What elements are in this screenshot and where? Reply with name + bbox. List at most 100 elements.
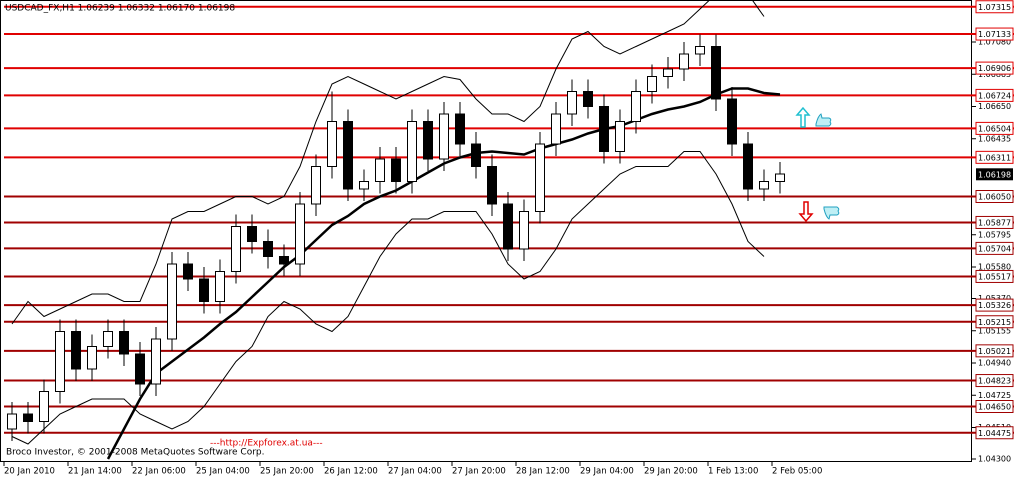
level-label-box xyxy=(975,344,1014,358)
level-label: 1.04823 xyxy=(978,377,1011,386)
watermark: Broco Investor, © 2001-2008 MetaQuotes S… xyxy=(6,448,265,458)
candle-body xyxy=(535,143,545,212)
candle-body xyxy=(551,113,561,145)
indicator-line xyxy=(11,151,765,445)
level-label: 1.05704 xyxy=(978,244,1011,253)
level-label-box xyxy=(975,88,1014,102)
candle-body xyxy=(183,263,193,280)
level-label-box xyxy=(975,241,1014,255)
candle-body xyxy=(391,158,401,182)
candle-body xyxy=(215,271,225,302)
axis: 1.070801.068651.066501.064351.057951.055… xyxy=(3,0,1014,477)
level-label-box xyxy=(975,150,1014,164)
candle-body xyxy=(135,353,145,385)
candle-body xyxy=(519,211,529,250)
candle-body xyxy=(55,331,65,392)
level-label: 1.04475 xyxy=(978,429,1011,438)
y-tick-label: 1.04300 xyxy=(978,455,1011,464)
candle-body xyxy=(663,68,673,77)
candle-body xyxy=(583,91,593,107)
level-label-box xyxy=(975,215,1014,229)
level-label-box xyxy=(975,426,1014,440)
candle-body xyxy=(263,241,273,257)
y-tick-label: 1.05155 xyxy=(978,326,1011,335)
candle-body xyxy=(455,113,465,145)
sell-signal-icon xyxy=(798,201,840,223)
x-tick-label: 29 Jan 04:00 xyxy=(580,467,634,477)
level-label-box xyxy=(975,61,1014,75)
level-label-box xyxy=(975,298,1014,312)
level-label: 1.05215 xyxy=(978,318,1011,327)
level-label: 1.05877 xyxy=(978,218,1011,227)
x-tick-label: 25 Jan 04:00 xyxy=(196,467,250,477)
candle-body xyxy=(679,53,689,70)
candle-body xyxy=(487,166,497,205)
level-label-box xyxy=(975,27,1014,41)
candle-body xyxy=(199,278,209,302)
level-label: 1.06906 xyxy=(978,64,1011,73)
level-label: 1.05517 xyxy=(978,272,1011,281)
candle-body xyxy=(423,121,433,160)
x-tick-label: 22 Jan 06:00 xyxy=(132,467,186,477)
y-tick-label: 1.06435 xyxy=(978,134,1011,143)
y-tick-label: 1.06650 xyxy=(978,102,1011,111)
candle-body xyxy=(727,98,737,145)
level-label-box xyxy=(975,121,1014,135)
y-tick-label: 1.05795 xyxy=(978,230,1011,239)
level-label: 1.06504 xyxy=(978,124,1011,133)
candle-body xyxy=(743,143,753,190)
candle-body xyxy=(631,91,641,122)
last-price-label: 1.06198 xyxy=(978,170,1011,179)
level-label: 1.06724 xyxy=(978,91,1011,100)
candle-body xyxy=(151,338,161,385)
y-tick-label: 1.07080 xyxy=(978,38,1011,47)
candle-body xyxy=(647,76,657,92)
level-label: 1.07315 xyxy=(978,3,1011,12)
candle-body xyxy=(311,166,321,205)
candles xyxy=(7,34,785,441)
x-tick-label: 29 Jan 20:00 xyxy=(644,467,698,477)
candle-body xyxy=(343,121,353,190)
candle-body xyxy=(295,203,305,265)
candle-body xyxy=(359,181,369,190)
candle-body xyxy=(759,181,769,190)
candle-body xyxy=(503,203,513,250)
x-tick-label: 20 Jan 2010 xyxy=(4,467,55,477)
indicator-line xyxy=(11,0,765,325)
candle-body xyxy=(103,331,113,347)
candle-body xyxy=(119,331,129,355)
candle-body xyxy=(711,46,721,100)
y-tick-label: 1.05580 xyxy=(978,263,1011,272)
candle-body xyxy=(39,391,49,422)
x-tick-label: 27 Jan 20:00 xyxy=(452,467,506,477)
candle-body xyxy=(567,91,577,115)
annotation: ---http://Expforex.at.ua--- xyxy=(210,439,323,449)
level-label: 1.05021 xyxy=(978,347,1011,356)
candle-body xyxy=(407,121,417,182)
x-tick-label: 26 Jan 12:00 xyxy=(324,467,378,477)
level-label: 1.05326 xyxy=(978,301,1011,310)
buy-signal-icon xyxy=(795,106,832,128)
candle-body xyxy=(775,173,785,182)
level-label-box xyxy=(975,400,1014,413)
candle-body xyxy=(7,413,17,430)
candle-body xyxy=(87,346,97,370)
level-label: 1.06311 xyxy=(978,153,1011,162)
y-tick-label: 1.04940 xyxy=(978,359,1011,368)
level-label: 1.04650 xyxy=(978,403,1011,412)
level-label: 1.06050 xyxy=(978,193,1011,202)
candle-body xyxy=(327,121,337,167)
candle-body xyxy=(167,263,177,340)
candle-body xyxy=(247,226,257,242)
candle-body xyxy=(279,256,289,265)
level-label: 1.07133 xyxy=(978,30,1011,39)
candle-body xyxy=(71,331,81,370)
x-tick-label: 27 Jan 04:00 xyxy=(388,467,442,477)
level-label-box xyxy=(975,269,1014,283)
y-tick-label: 1.04725 xyxy=(978,391,1011,400)
level-label-box xyxy=(975,315,1014,329)
x-tick-label: 2 Feb 05:00 xyxy=(772,467,822,477)
level-label-box xyxy=(975,374,1014,388)
x-tick-label: 28 Jan 12:00 xyxy=(516,467,570,477)
